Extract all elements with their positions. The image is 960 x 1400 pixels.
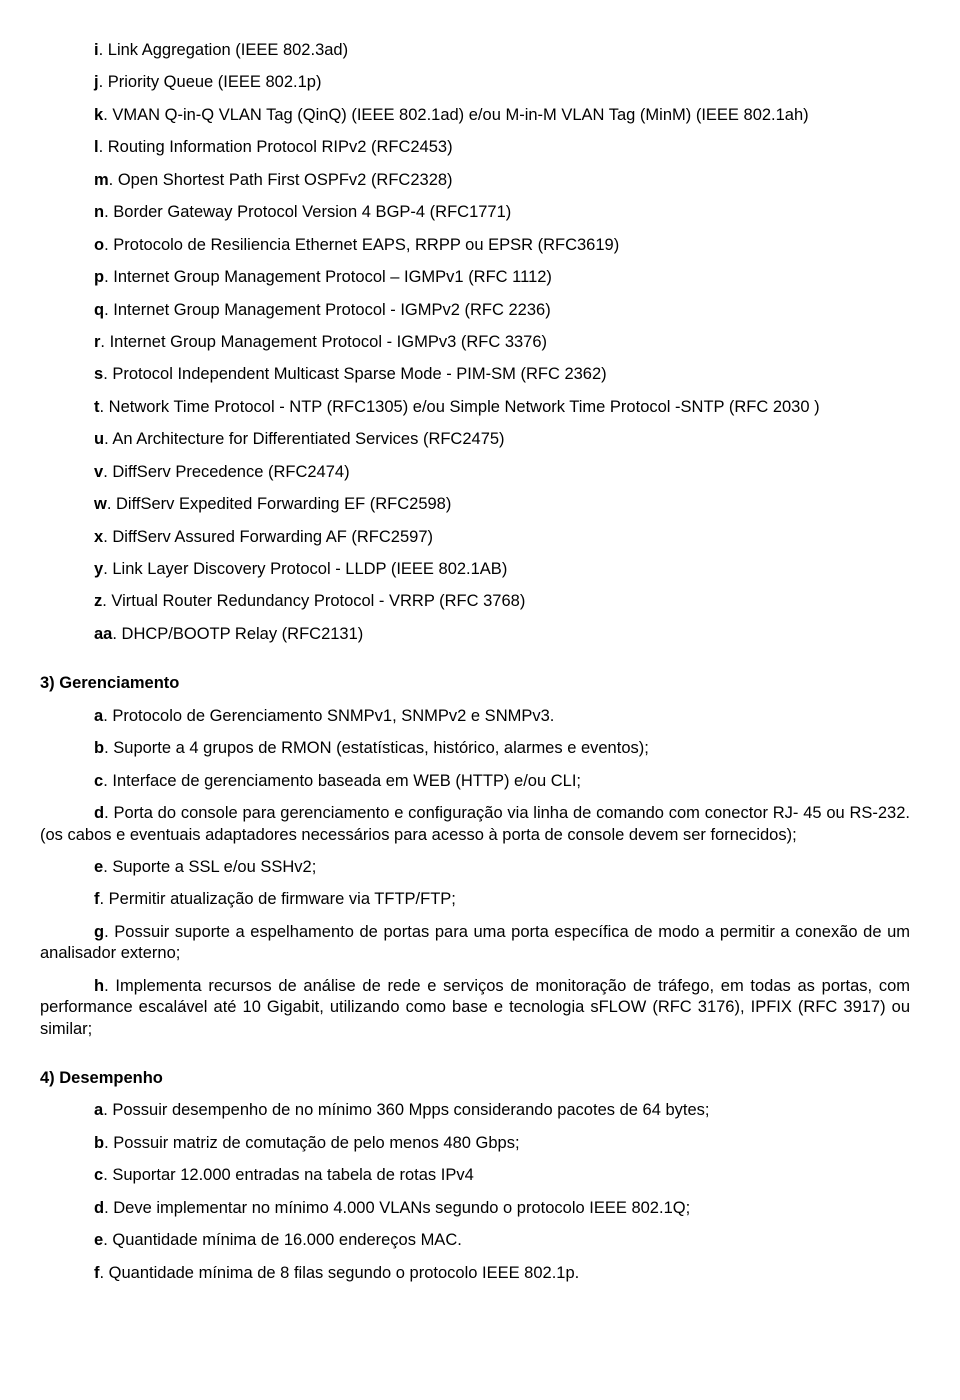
list-item: d. Porta do console para gerenciamento e… <box>40 803 910 846</box>
item-text: . Suporte a 4 grupos de RMON (estatístic… <box>104 739 649 757</box>
item-letter: o <box>94 236 104 254</box>
item-text: . An Architecture for Differentiated Ser… <box>104 430 504 448</box>
item-letter: w <box>94 495 107 513</box>
item-text: . Quantidade mínima de 16.000 endereços … <box>103 1231 462 1249</box>
item-letter: n <box>94 203 104 221</box>
list-item: t. Network Time Protocol - NTP (RFC1305)… <box>40 397 910 418</box>
list-item: n. Border Gateway Protocol Version 4 BGP… <box>40 202 910 223</box>
item-letter: z <box>94 592 102 610</box>
item-text: . Implementa recursos de análise de rede… <box>40 977 910 1038</box>
item-letter: c <box>94 1166 103 1184</box>
list-item: b. Possuir matriz de comutação de pelo m… <box>40 1133 910 1154</box>
item-letter: e <box>94 858 103 876</box>
list-item: d. Deve implementar no mínimo 4.000 VLAN… <box>40 1198 910 1219</box>
list-item: f. Permitir atualização de firmware via … <box>40 889 910 910</box>
list-item: i. Link Aggregation (IEEE 802.3ad) <box>40 40 910 61</box>
list-item: r. Internet Group Management Protocol - … <box>40 332 910 353</box>
item-text: . Quantidade mínima de 8 filas segundo o… <box>100 1264 580 1282</box>
item-text: . Protocolo de Resiliencia Ethernet EAPS… <box>104 236 619 254</box>
item-letter: a <box>94 1101 103 1119</box>
item-letter: m <box>94 171 109 189</box>
item-letter: d <box>94 804 104 822</box>
item-text: . Internet Group Management Protocol – I… <box>104 268 552 286</box>
item-text: . VMAN Q-in-Q VLAN Tag (QinQ) (IEEE 802.… <box>103 106 808 124</box>
item-letter: x <box>94 528 103 546</box>
item-text: . Suporte a SSL e/ou SSHv2; <box>103 858 316 876</box>
list-item: k. VMAN Q-in-Q VLAN Tag (QinQ) (IEEE 802… <box>40 105 910 126</box>
item-letter: v <box>94 463 103 481</box>
list-item: u. An Architecture for Differentiated Se… <box>40 429 910 450</box>
item-text: . Link Aggregation (IEEE 802.3ad) <box>99 41 349 59</box>
item-letter: a <box>94 707 103 725</box>
item-letter: d <box>94 1199 104 1217</box>
list-item: y. Link Layer Discovery Protocol - LLDP … <box>40 559 910 580</box>
item-text: . Possuir desempenho de no mínimo 360 Mp… <box>103 1101 709 1119</box>
list-item: p. Internet Group Management Protocol – … <box>40 267 910 288</box>
list-item: w. DiffServ Expedited Forwarding EF (RFC… <box>40 494 910 515</box>
item-text: . Border Gateway Protocol Version 4 BGP-… <box>104 203 511 221</box>
item-letter: c <box>94 772 103 790</box>
list-item: s. Protocol Independent Multicast Sparse… <box>40 364 910 385</box>
list-item: j. Priority Queue (IEEE 802.1p) <box>40 72 910 93</box>
item-text: . Priority Queue (IEEE 802.1p) <box>99 73 322 91</box>
item-letter: b <box>94 739 104 757</box>
item-text: . Protocol Independent Multicast Sparse … <box>103 365 606 383</box>
list-item: b. Suporte a 4 grupos de RMON (estatísti… <box>40 738 910 759</box>
item-letter: s <box>94 365 103 383</box>
list-item: v. DiffServ Precedence (RFC2474) <box>40 462 910 483</box>
section-3-heading: 3) Gerenciamento <box>40 673 910 694</box>
list-item: f. Quantidade mínima de 8 filas segundo … <box>40 1263 910 1284</box>
list-item: l. Routing Information Protocol RIPv2 (R… <box>40 137 910 158</box>
item-text: . Possuir matriz de comutação de pelo me… <box>104 1134 519 1152</box>
list-item: h. Implementa recursos de análise de red… <box>40 976 910 1040</box>
item-text: . Virtual Router Redundancy Protocol - V… <box>102 592 525 610</box>
list-item: m. Open Shortest Path First OSPFv2 (RFC2… <box>40 170 910 191</box>
item-text: . Interface de gerenciamento baseada em … <box>103 772 581 790</box>
list-item: a. Protocolo de Gerenciamento SNMPv1, SN… <box>40 706 910 727</box>
item-letter: aa <box>94 625 112 643</box>
item-text: . Protocolo de Gerenciamento SNMPv1, SNM… <box>103 707 554 725</box>
item-text: . Possuir suporte a espelhamento de port… <box>40 923 910 962</box>
item-letter: g <box>94 923 104 941</box>
item-letter: b <box>94 1134 104 1152</box>
item-letter: p <box>94 268 104 286</box>
item-text: . Open Shortest Path First OSPFv2 (RFC23… <box>109 171 453 189</box>
item-text: . Porta do console para gerenciamento e … <box>40 804 910 843</box>
item-text: . Network Time Protocol - NTP (RFC1305) … <box>100 398 820 416</box>
item-text: . Internet Group Management Protocol - I… <box>104 301 551 319</box>
section-4-heading: 4) Desempenho <box>40 1068 910 1089</box>
list-item: o. Protocolo de Resiliencia Ethernet EAP… <box>40 235 910 256</box>
item-text: . Suportar 12.000 entradas na tabela de … <box>103 1166 474 1184</box>
item-text: . DiffServ Expedited Forwarding EF (RFC2… <box>107 495 452 513</box>
list-item: e. Suporte a SSL e/ou SSHv2; <box>40 857 910 878</box>
list-item: aa. DHCP/BOOTP Relay (RFC2131) <box>40 624 910 645</box>
list-item: c. Interface de gerenciamento baseada em… <box>40 771 910 792</box>
list-item: z. Virtual Router Redundancy Protocol - … <box>40 591 910 612</box>
list-item: a. Possuir desempenho de no mínimo 360 M… <box>40 1100 910 1121</box>
item-text: . DHCP/BOOTP Relay (RFC2131) <box>112 625 363 643</box>
item-letter: y <box>94 560 103 578</box>
list-item: c. Suportar 12.000 entradas na tabela de… <box>40 1165 910 1186</box>
item-text: . Permitir atualização de firmware via T… <box>100 890 456 908</box>
list-item: x. DiffServ Assured Forwarding AF (RFC25… <box>40 527 910 548</box>
item-letter: u <box>94 430 104 448</box>
item-letter: k <box>94 106 103 124</box>
list-item: e. Quantidade mínima de 16.000 endereços… <box>40 1230 910 1251</box>
item-text: . DiffServ Assured Forwarding AF (RFC259… <box>103 528 433 546</box>
item-text: . Routing Information Protocol RIPv2 (RF… <box>99 138 453 156</box>
item-letter: h <box>94 977 104 995</box>
list-item: q. Internet Group Management Protocol - … <box>40 300 910 321</box>
list-section-3: a. Protocolo de Gerenciamento SNMPv1, SN… <box>40 706 910 1040</box>
item-text: . DiffServ Precedence (RFC2474) <box>103 463 349 481</box>
list-item: g. Possuir suporte a espelhamento de por… <box>40 922 910 965</box>
list-group-1: i. Link Aggregation (IEEE 802.3ad) j. Pri… <box>40 40 910 645</box>
item-text: . Link Layer Discovery Protocol - LLDP (… <box>103 560 507 578</box>
item-letter: q <box>94 301 104 319</box>
list-section-4: a. Possuir desempenho de no mínimo 360 M… <box>40 1100 910 1284</box>
item-text: . Deve implementar no mínimo 4.000 VLANs… <box>104 1199 690 1217</box>
item-text: . Internet Group Management Protocol - I… <box>100 333 547 351</box>
item-letter: e <box>94 1231 103 1249</box>
